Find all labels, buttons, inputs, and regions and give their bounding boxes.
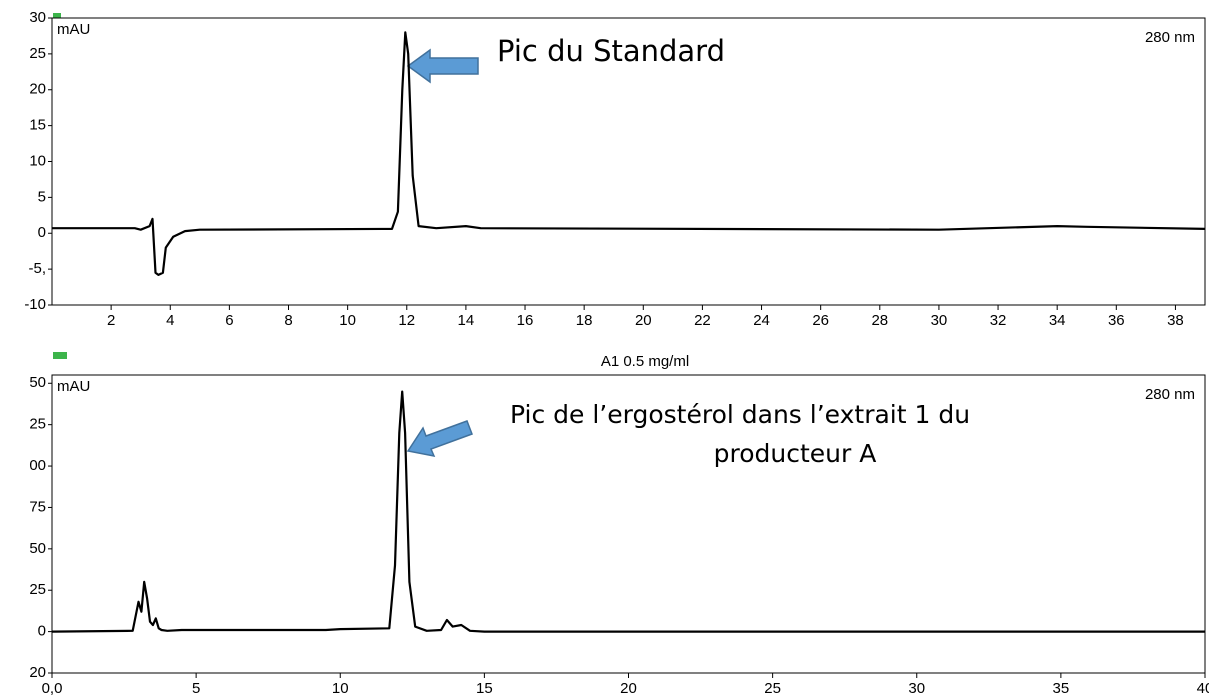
arrow bbox=[406, 420, 473, 458]
x-tick-label: 34 bbox=[1049, 312, 1066, 329]
x-tick-label: 32 bbox=[990, 312, 1007, 329]
y-tick-label: 15 bbox=[29, 117, 46, 134]
wavelength: 280 nm bbox=[1145, 386, 1195, 403]
x-tick-label: 6 bbox=[225, 312, 233, 329]
annotation: producteur A bbox=[714, 439, 877, 468]
x-tick-label: 40 bbox=[1197, 680, 1209, 695]
x-tick-label: 10 bbox=[332, 680, 349, 695]
y-tick-label: 25 bbox=[29, 581, 46, 598]
x-tick-label: 18 bbox=[576, 312, 593, 329]
y-tick-label: 25 bbox=[29, 45, 46, 62]
annotation: Pic de l’ergostérol dans l’extrait 1 du bbox=[510, 400, 970, 429]
y-tick-label: 5 bbox=[38, 188, 46, 205]
y-axis-label: mAU bbox=[57, 378, 90, 395]
y-tick-label: -10 bbox=[24, 296, 46, 313]
x-tick-label: 24 bbox=[753, 312, 770, 329]
x-tick-label: 22 bbox=[694, 312, 711, 329]
y-tick-label: 0 bbox=[38, 224, 46, 241]
trace bbox=[52, 31, 1206, 276]
x-tick-label: 30 bbox=[931, 312, 948, 329]
y-tick-label: 00 bbox=[29, 457, 46, 474]
x-tick-label: 5 bbox=[192, 680, 200, 695]
marker bbox=[53, 352, 67, 359]
arrow bbox=[406, 48, 479, 84]
x-tick-label: 20 bbox=[635, 312, 652, 329]
x-tick-label: 0,0 bbox=[42, 680, 63, 695]
x-tick-label: 2 bbox=[107, 312, 115, 329]
x-tick-label: 20 bbox=[620, 680, 637, 695]
y-tick-label: 0 bbox=[38, 623, 46, 640]
chart-title: A1 0.5 mg/ml bbox=[601, 353, 689, 370]
x-tick-label: 16 bbox=[517, 312, 534, 329]
x-tick-label: 30 bbox=[908, 680, 925, 695]
y-tick-label: 50 bbox=[29, 374, 46, 391]
x-tick-label: 35 bbox=[1053, 680, 1070, 695]
y-tick-label: 20 bbox=[29, 664, 46, 681]
y-tick-label: 25 bbox=[29, 416, 46, 433]
trace bbox=[51, 390, 1205, 633]
y-axis-label: mAU bbox=[57, 21, 90, 38]
x-tick-label: 12 bbox=[398, 312, 415, 329]
x-tick-label: 15 bbox=[476, 680, 493, 695]
x-tick-label: 4 bbox=[166, 312, 174, 329]
x-tick-label: 36 bbox=[1108, 312, 1125, 329]
y-tick-label: 10 bbox=[29, 152, 46, 169]
y-tick-label: 50 bbox=[29, 540, 46, 557]
marker bbox=[53, 13, 61, 18]
y-tick-label: 20 bbox=[29, 81, 46, 98]
x-tick-label: 8 bbox=[284, 312, 292, 329]
y-tick-label: 30 bbox=[29, 9, 46, 26]
x-tick-label: 38 bbox=[1167, 312, 1184, 329]
x-tick-label: 10 bbox=[339, 312, 356, 329]
x-tick-label: 14 bbox=[458, 312, 475, 329]
wavelength: 280 nm bbox=[1145, 29, 1195, 46]
x-tick-label: 26 bbox=[812, 312, 829, 329]
x-tick-label: 28 bbox=[871, 312, 888, 329]
y-tick-label: 75 bbox=[29, 498, 46, 515]
x-tick-label: 25 bbox=[764, 680, 781, 695]
annotation: Pic du Standard bbox=[497, 34, 725, 68]
y-tick-label: -5, bbox=[28, 260, 46, 277]
